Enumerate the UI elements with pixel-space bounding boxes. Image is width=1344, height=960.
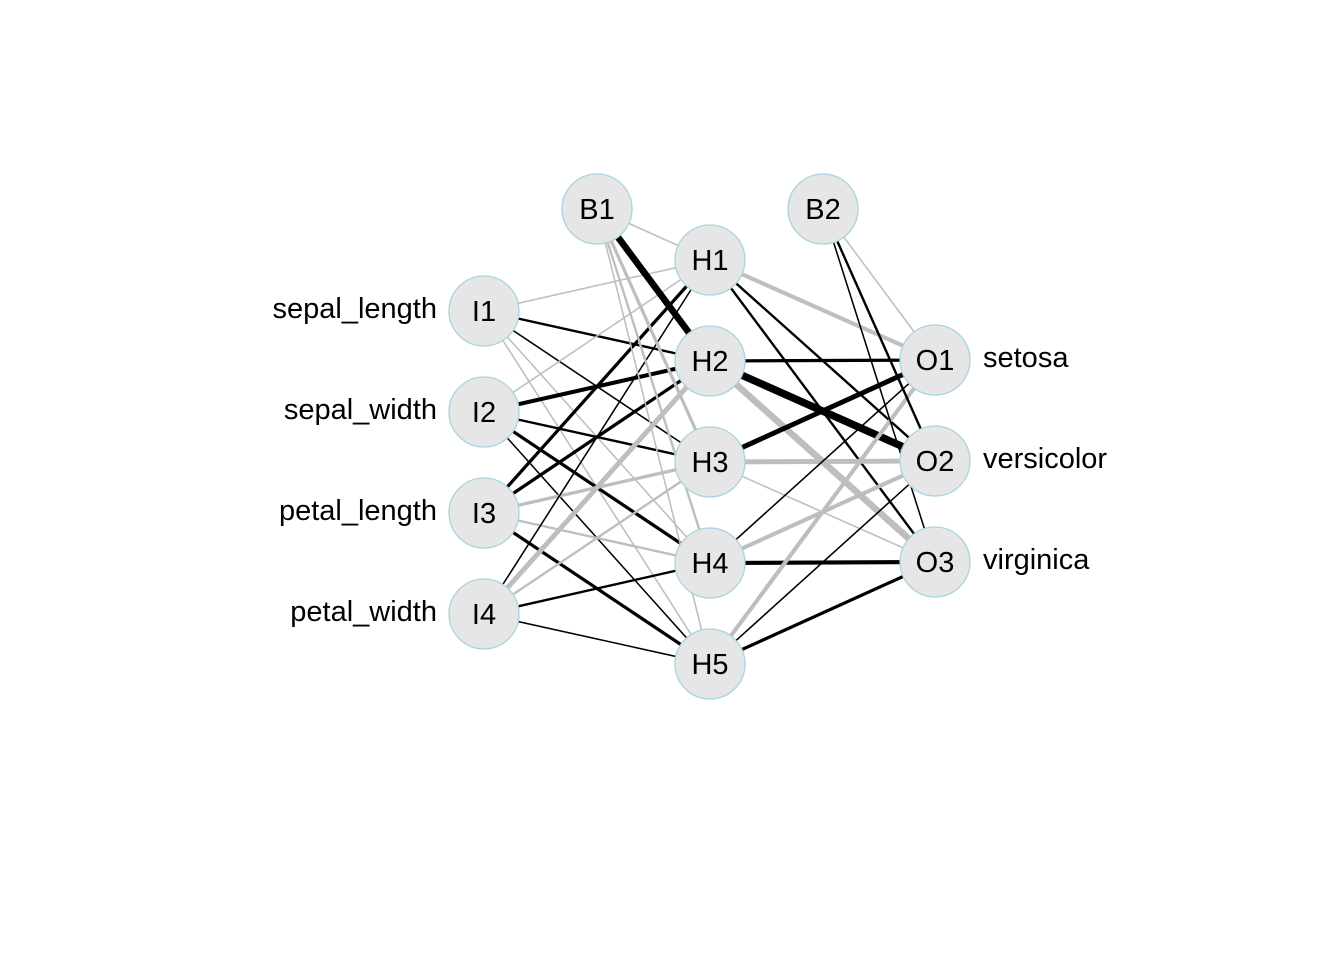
node-h2: H2 <box>674 325 746 397</box>
connection-h2-o1 <box>708 358 937 363</box>
node-label: I2 <box>472 397 496 429</box>
node-h3: H3 <box>674 426 746 498</box>
node-circle <box>448 578 520 650</box>
node-o3: O3 <box>899 526 971 598</box>
connection-i1-h1 <box>483 259 711 312</box>
connection-i4-h2 <box>481 358 713 617</box>
node-circle <box>787 173 859 245</box>
node-circle <box>674 628 746 700</box>
connection-b2-o2 <box>821 207 937 463</box>
node-label: H4 <box>691 548 728 580</box>
node-i4: I4 <box>448 578 520 650</box>
connection-i4-h3 <box>482 460 712 616</box>
node-h4: H4 <box>674 527 746 599</box>
connection-i3-h1 <box>482 258 712 515</box>
node-circle <box>674 426 746 498</box>
node-label: H2 <box>691 346 728 378</box>
node-circle <box>448 376 520 448</box>
node-label: H3 <box>691 447 728 479</box>
node-circle <box>674 325 746 397</box>
node-o2: O2 <box>899 425 971 497</box>
node-circle <box>899 526 971 598</box>
node-h1: H1 <box>674 224 746 296</box>
connection-i4-h4 <box>482 561 712 616</box>
node-circle <box>674 224 746 296</box>
node-circle <box>899 425 971 497</box>
connection-i2-h1 <box>483 259 711 413</box>
node-h5: H5 <box>674 628 746 700</box>
node-label: H5 <box>691 649 728 681</box>
output-variable-label: setosa <box>983 342 1069 374</box>
node-i1: I1 <box>448 275 520 347</box>
node-o1: O1 <box>899 324 971 396</box>
output-variable-label: versicolor <box>983 443 1107 475</box>
node-label: O3 <box>916 547 955 579</box>
node-label: B2 <box>805 194 840 226</box>
connection-b1-h3 <box>595 207 712 464</box>
connection-h5-o3 <box>708 560 937 666</box>
node-layer: B1 B2 I1 I2 I3 I4 H1 H2 H3 H4 H5 O1 O2 O3 <box>448 173 971 700</box>
node-i3: I3 <box>448 477 520 549</box>
node-circle <box>561 173 633 245</box>
connection-b1-h4 <box>595 207 712 565</box>
connection-h1-o1 <box>707 257 938 363</box>
variable-label-layer: sepal_length sepal_width petal_lengthpetal… <box>273 293 1108 628</box>
node-label: O1 <box>916 345 955 377</box>
node-label: O2 <box>916 446 955 478</box>
node-b1: B1 <box>561 173 633 245</box>
node-b2: B2 <box>787 173 859 245</box>
node-circle <box>448 275 520 347</box>
node-i2: I2 <box>448 376 520 448</box>
output-variable-label: virginica <box>983 544 1090 576</box>
node-label: H1 <box>691 245 728 277</box>
connection-i4-h5 <box>483 613 711 665</box>
node-label: B1 <box>579 194 614 226</box>
input-variable-label: sepal_width <box>284 394 437 426</box>
node-label: I1 <box>472 296 496 328</box>
input-variable-label: petal_width <box>290 596 437 628</box>
connection-i4-h1 <box>483 259 711 615</box>
input-variable-label: sepal_length <box>273 293 437 325</box>
node-label: I3 <box>472 498 496 530</box>
node-label: I4 <box>472 599 496 631</box>
connection-h5-o2 <box>709 460 936 665</box>
node-circle <box>674 527 746 599</box>
connection-h4-o1 <box>709 359 936 564</box>
input-variable-label: petal_length <box>279 495 437 527</box>
node-circle <box>899 324 971 396</box>
connection-h5-o1 <box>707 357 938 667</box>
node-circle <box>448 477 520 549</box>
connection-b2-o3 <box>822 208 936 563</box>
